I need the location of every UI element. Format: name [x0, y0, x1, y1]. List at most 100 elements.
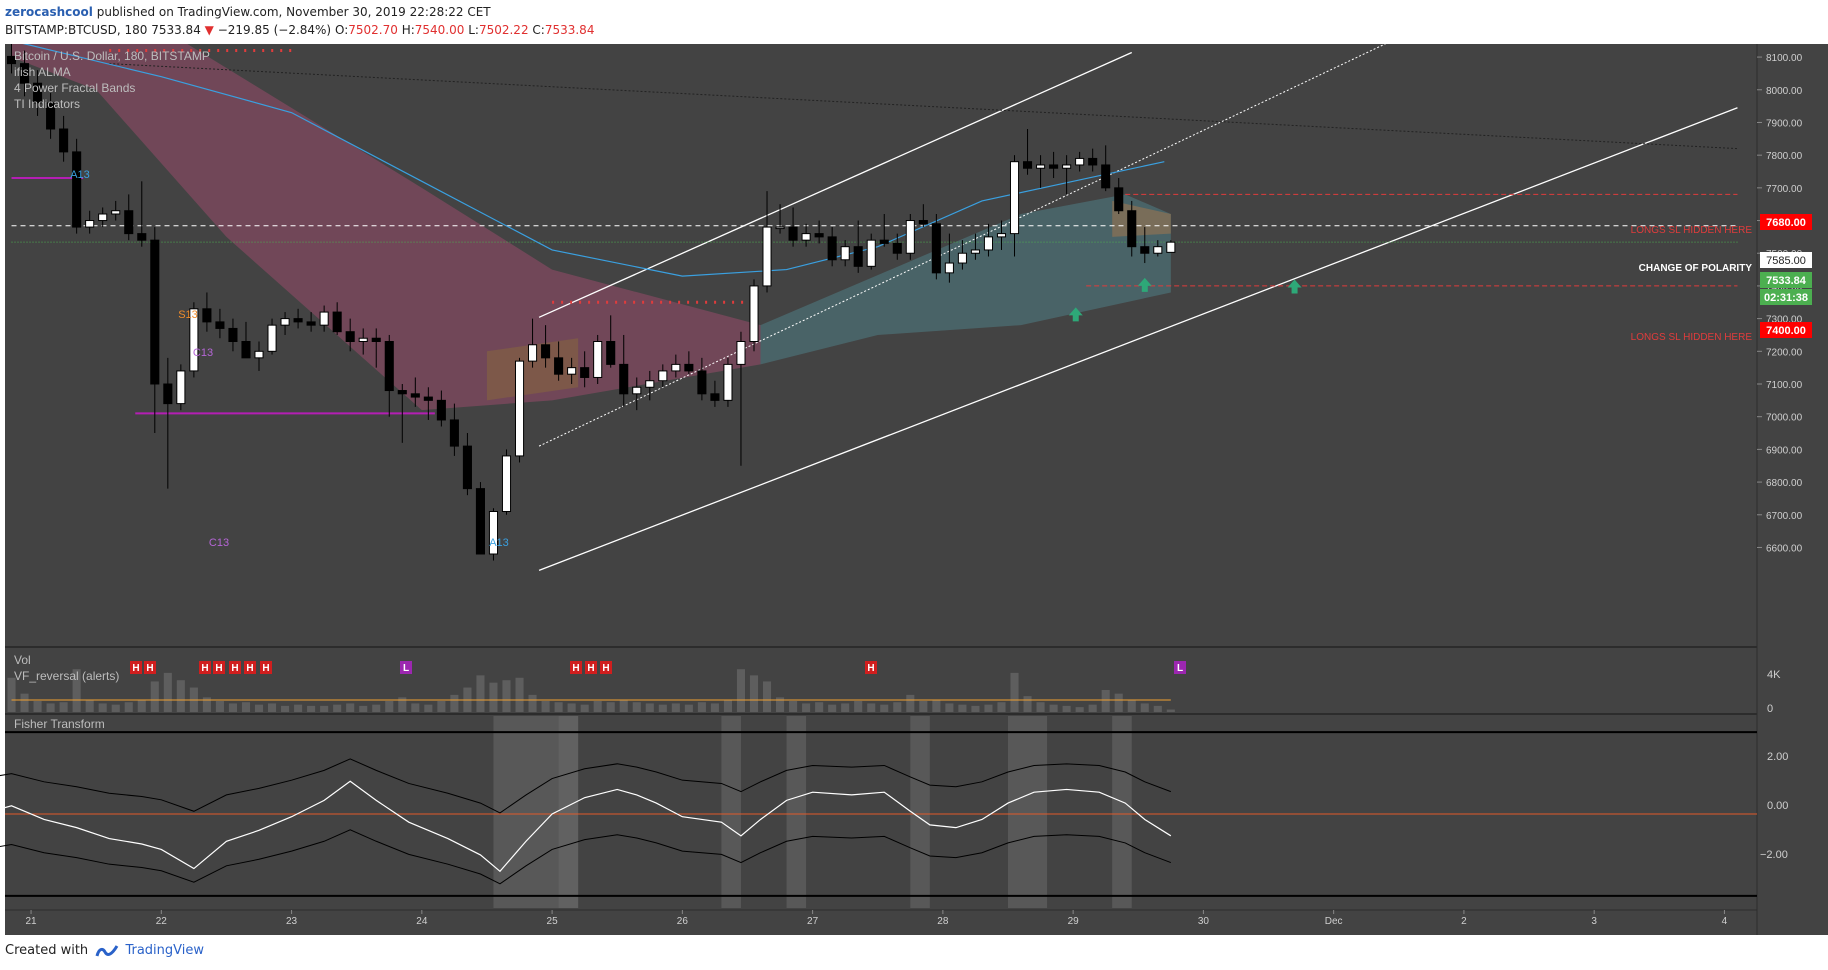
fisher-title[interactable]: Fisher Transform [14, 717, 105, 731]
candle-down [462, 445, 472, 490]
x-tick-label: 4 [1722, 916, 1728, 927]
volume-bar [684, 704, 693, 712]
high-value: 7540.00 [414, 23, 465, 37]
volume-bar [228, 703, 237, 712]
candle-down [788, 226, 798, 241]
marker-h: H [132, 663, 139, 674]
volume-bar [528, 694, 537, 712]
low-value: 7502.22 [478, 23, 529, 37]
x-tick-label: 27 [807, 916, 819, 927]
x-axis: 21 22 23 24 25 26 27 28 29 30 Dec 2 3 4 [25, 910, 1728, 927]
y-tick-label: 7700.00 [1766, 184, 1803, 195]
volume-bar [124, 702, 133, 712]
volume-bar [815, 702, 824, 712]
band-area [1112, 200, 1171, 237]
candle-up [1166, 241, 1176, 253]
candle-down [384, 341, 394, 392]
candle-up [866, 239, 876, 267]
candle-up [267, 324, 277, 352]
longs-sl-label-lower: LONGS SL HIDDEN HERE [1631, 332, 1753, 343]
candle-down [449, 419, 459, 447]
badge-red-lower [1760, 322, 1812, 338]
y-tick-label: 8100.00 [1766, 53, 1803, 64]
marker-h: H [215, 663, 222, 674]
candle-up [762, 226, 772, 287]
candle-down [215, 321, 225, 329]
volume-bar [346, 703, 355, 712]
td-labels: A13 S13 C13 C13 A13 [70, 169, 509, 549]
candle-down [580, 367, 590, 378]
candle-up [593, 341, 603, 378]
y-tick-label: 7000.00 [1766, 413, 1803, 424]
author-name[interactable]: zerocashcool [5, 5, 93, 19]
td-label: S13 [178, 309, 198, 321]
candle-up [319, 311, 329, 326]
volume-bar [606, 702, 615, 712]
legend-line[interactable]: TI Indicators [14, 97, 80, 111]
price-scale[interactable] [1757, 44, 1828, 935]
legend-line[interactable]: ifish ALMA [14, 65, 71, 79]
volume-bar [59, 702, 68, 712]
legend-line[interactable]: 4 Power Fractal Bands [14, 81, 135, 95]
last-price: 7533.84 [151, 23, 201, 37]
volume-bar [880, 704, 889, 712]
candle-up [1153, 246, 1163, 254]
candle-down [1049, 164, 1059, 169]
volume-bar [7, 677, 16, 712]
x-tick-label: 2 [1461, 916, 1467, 927]
candle-down [475, 488, 485, 555]
candle-down [241, 341, 251, 359]
volume-bar [1166, 709, 1175, 712]
candle-up [905, 220, 915, 254]
price-badges: 7680.00 7585.00 7533.84 02:31:38 7400.00 [1760, 214, 1812, 338]
fisher-axis-label: 2.00 [1767, 751, 1788, 763]
volume-bar [619, 699, 628, 712]
volume-bar [241, 702, 251, 712]
tradingview-link[interactable]: TradingView [125, 943, 204, 958]
volume-bar [919, 701, 928, 712]
low-label: L: [468, 23, 479, 37]
marker-h: H [587, 663, 594, 674]
td-label: A13 [489, 537, 509, 549]
marker-h: H [146, 663, 153, 674]
badge-green-price [1760, 272, 1812, 288]
candle-up [528, 344, 538, 362]
volume-bar [20, 693, 29, 712]
volume-subtitle[interactable]: VF_reversal (alerts) [14, 669, 119, 683]
volume-bar [749, 675, 759, 712]
badge-red-lower-text: 7400.00 [1766, 325, 1806, 337]
price-chart[interactable]: 6600.00 6700.00 6800.00 6900.00 7000.00 7100.… [0, 44, 1828, 935]
volume-bar [723, 699, 732, 712]
volume-bar [372, 704, 381, 712]
annotations [1068, 277, 1302, 322]
candle-down [228, 327, 238, 342]
volume-bar [1088, 704, 1097, 712]
marker-h: H [602, 663, 609, 674]
volume-bar [1010, 672, 1019, 712]
y-tick-label: 6800.00 [1766, 478, 1803, 489]
volume-bar [893, 702, 902, 712]
x-tick-label: 22 [156, 916, 168, 927]
volume-axis: 4K 0 [1767, 669, 1781, 715]
fisher-highlight [1112, 716, 1132, 908]
volume-bar [932, 699, 941, 712]
candle-down [306, 321, 316, 326]
volume-bar [33, 701, 42, 712]
open-label: O: [334, 23, 349, 37]
volume-bar [98, 703, 107, 712]
volume-bar [802, 703, 811, 712]
volume-bar [1075, 707, 1084, 712]
volume-title[interactable]: Vol [14, 653, 31, 667]
x-tick-label: 29 [1068, 916, 1080, 927]
candle-down [150, 239, 160, 385]
marker-l: L [403, 663, 409, 674]
candle-down [410, 393, 420, 398]
candle-down [332, 311, 342, 333]
candle-up [358, 337, 368, 343]
candle-up [514, 360, 525, 457]
candle-down [163, 383, 173, 405]
volume-bar [359, 705, 368, 712]
volume-bar [281, 705, 290, 712]
candle-up [254, 350, 264, 359]
legend-title[interactable]: Bitcoin / U.S. Dollar, 180, BITSTAMP [14, 49, 210, 63]
